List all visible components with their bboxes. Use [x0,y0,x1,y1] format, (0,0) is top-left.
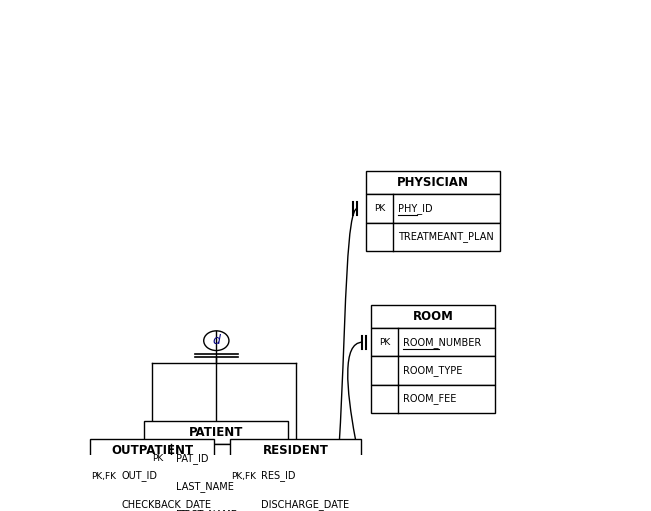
Bar [230,490,361,511]
Text: PAT_ID: PAT_ID [176,453,208,464]
Text: PK: PK [374,204,385,213]
Bar [367,194,500,223]
Bar [372,328,495,357]
Bar [90,439,214,462]
Text: TREATMEANT_PLAN: TREATMEANT_PLAN [398,231,493,242]
Text: PATIENT: PATIENT [189,426,243,439]
Bar [372,357,495,385]
Bar [230,439,361,462]
Text: d: d [212,334,220,347]
Text: PK,FK: PK,FK [231,472,256,480]
Text: PK: PK [152,454,163,463]
Text: FIRST_NAME: FIRST_NAME [176,509,236,511]
Text: ROOM_NUMBER: ROOM_NUMBER [403,337,481,347]
Text: PHY_ID: PHY_ID [398,203,432,214]
Bar [90,462,214,490]
Bar [372,305,495,328]
Text: OUT_ID: OUT_ID [122,471,158,481]
Text: RESIDENT: RESIDENT [263,444,329,457]
Text: PK,FK: PK,FK [91,472,116,480]
Text: DISCHARGE_DATE: DISCHARGE_DATE [262,499,350,510]
Text: ROOM_FEE: ROOM_FEE [403,393,456,404]
Bar [367,223,500,251]
Bar [372,385,495,413]
Bar [145,444,288,473]
Bar [145,473,288,501]
Bar [367,172,500,194]
Text: CHECKBACK_DATE: CHECKBACK_DATE [122,499,212,510]
Bar [90,490,214,511]
Text: OUTPATIENT: OUTPATIENT [111,444,193,457]
Text: LAST_NAME: LAST_NAME [176,481,234,492]
Text: ROOM: ROOM [413,310,454,323]
Bar [230,462,361,490]
Text: PHYSICIAN: PHYSICIAN [397,176,469,190]
Bar [145,422,288,444]
Bar [145,501,288,511]
Text: ROOM_TYPE: ROOM_TYPE [403,365,462,376]
Text: RES_ID: RES_ID [262,471,296,481]
Text: PK: PK [379,338,390,347]
